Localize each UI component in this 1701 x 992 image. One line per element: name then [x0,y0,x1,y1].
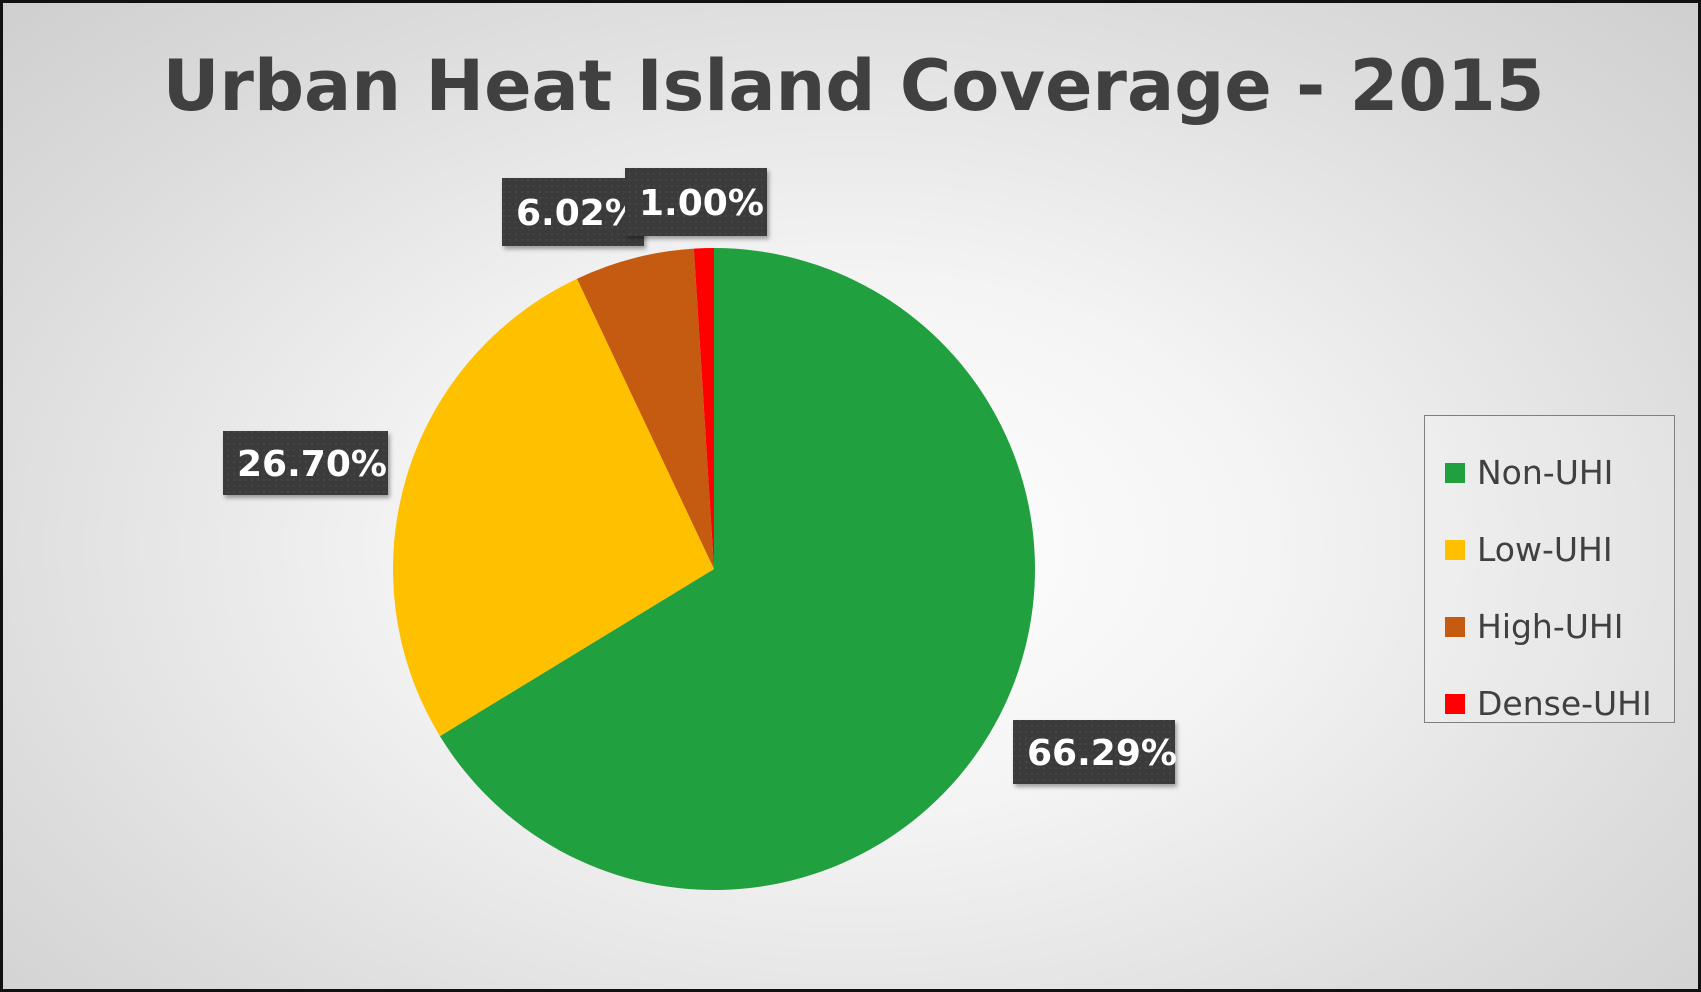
pie-chart: 66.29% 26.70% 6.02%1.00% [223,168,1177,890]
pie-slice-dense-uhi[interactable] [693,247,714,569]
data-label-box [1013,720,1175,784]
legend-item-low-uhi[interactable]: Low-UHI [1445,511,1674,588]
data-label-text: 66.29% [1027,733,1177,774]
legend-swatch [1445,616,1465,637]
data-label-box [502,178,644,246]
data-label-box [625,168,767,236]
legend-label: High-UHI [1477,607,1624,646]
data-label-non-uhi: 66.29% [1013,720,1177,784]
data-label-low-uhi: 26.70% [223,431,388,495]
legend-label: Dense-UHI [1477,684,1652,723]
legend-swatch [1445,462,1465,483]
pie-slice-high-uhi[interactable] [576,248,714,569]
pie-slice-non-uhi[interactable] [439,248,1035,890]
chart-title: Urban Heat Island Coverage - 2015 [162,45,1545,127]
legend-label: Non-UHI [1477,453,1614,492]
legend-item-dense-uhi[interactable]: Dense-UHI [1445,665,1674,742]
data-label-dense-uhi: 1.00% [625,168,767,236]
legend-swatch [1445,693,1465,714]
data-label-box [223,431,388,495]
pie-slice-low-uhi[interactable] [392,278,714,737]
legend-label: Low-UHI [1477,530,1613,569]
legend-swatch [1445,539,1465,560]
data-label-high-uhi: 6.02% [502,178,644,246]
legend: Non-UHI Low-UHI High-UHI Dense-UHI [1424,415,1675,723]
data-label-text: 1.00% [639,183,764,224]
data-label-text: 6.02% [516,193,641,234]
pie-slices [392,247,1035,890]
pie-data-labels: 66.29% 26.70% 6.02%1.00% [223,168,1177,784]
legend-item-high-uhi[interactable]: High-UHI [1445,588,1674,665]
legend-item-non-uhi[interactable]: Non-UHI [1445,434,1674,511]
data-label-text: 26.70% [237,444,387,485]
